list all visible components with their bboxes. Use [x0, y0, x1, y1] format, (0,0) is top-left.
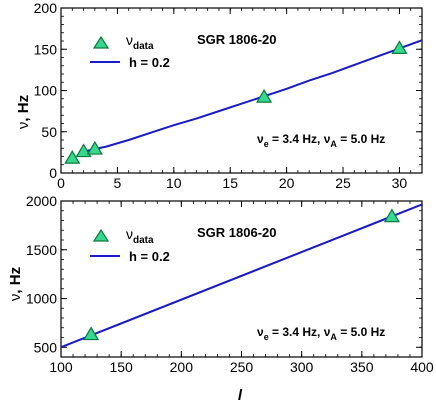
legend-data-symbol: ν [126, 226, 133, 242]
x-tick-label: 25 [335, 175, 351, 191]
data-point-marker [391, 40, 408, 55]
panel-bottom: 100 150 200 250 300 350 400 500 1000 1500 2000 SGR… [7, 193, 434, 403]
chart-title: SGR 1806-20 [197, 32, 277, 47]
legend-line-label: h = 0.2 [129, 55, 170, 70]
legend-data-label: νdata [126, 32, 154, 52]
chart-title: SGR 1806-20 [197, 225, 277, 240]
legend-data-label: νdata [126, 226, 154, 246]
data-point-marker [75, 143, 92, 158]
panel-top: 0 5 10 15 20 25 30 0 50 100 150 200 SGR 1806-20 νda… [15, 0, 423, 191]
y-tick-label: 50 [41, 124, 57, 140]
x-tick-label: 30 [392, 175, 408, 191]
legend: νdata h = 0.2 [90, 32, 170, 70]
x-tick-label: 200 [170, 359, 194, 375]
model-curve [83, 39, 422, 153]
x-tick-label: 10 [166, 175, 182, 191]
x-axis-label: l [238, 387, 243, 403]
x-tick-label: 250 [230, 359, 254, 375]
x-tick-label: 100 [49, 359, 73, 375]
y-axis-label: ν, Hz [7, 267, 24, 301]
x-tick-label: 5 [114, 175, 122, 191]
y-tick-label: 0 [49, 165, 57, 181]
data-point-marker [256, 88, 273, 103]
x-tick-label: 400 [410, 359, 434, 375]
y-tick-label: 1000 [26, 291, 57, 307]
x-tick-label: 0 [57, 175, 65, 191]
y-tick-label: 2000 [26, 193, 57, 209]
x-tick-label: 300 [290, 359, 314, 375]
y-tick-label: 100 [34, 83, 58, 99]
y-tick-label: 1500 [26, 242, 57, 258]
data-point-marker [383, 208, 400, 223]
y-tick-label: 200 [34, 0, 58, 16]
x-tick-label: 350 [350, 359, 374, 375]
data-point-marker [83, 326, 100, 341]
parameter-annotation: νe = 3.4 Hz, νA = 5.0 Hz [257, 325, 385, 342]
x-tick-label: 150 [109, 359, 133, 375]
legend-marker-icon [92, 35, 110, 49]
legend-data-symbol: ν [126, 32, 133, 48]
model-curve [61, 203, 422, 349]
legend: νdata h = 0.2 [90, 226, 170, 264]
y-axis-label: ν, Hz [15, 95, 32, 129]
data-point-marker [86, 140, 103, 155]
x-tick-label: 15 [222, 175, 238, 191]
x-tick-label: 20 [279, 175, 295, 191]
y-tick-label: 500 [34, 339, 58, 355]
legend-data-sub: data [133, 235, 154, 246]
parameter-annotation: νe = 3.4 Hz, νA = 5.0 Hz [257, 132, 385, 149]
legend-data-sub: data [133, 41, 154, 52]
y-tick-label: 150 [34, 41, 58, 57]
legend-line-label: h = 0.2 [129, 249, 170, 264]
legend-marker-icon [92, 228, 110, 242]
